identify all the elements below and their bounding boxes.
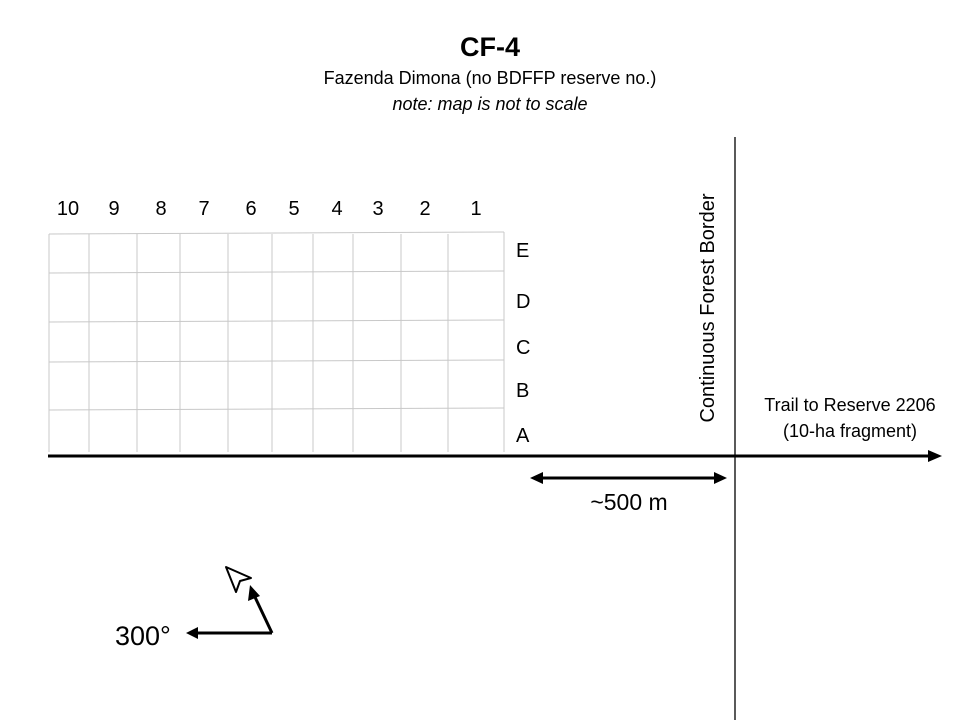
plot-grid xyxy=(48,231,505,452)
column-label: 5 xyxy=(288,198,299,220)
north-pointer-icon xyxy=(225,566,252,593)
column-label: 10 xyxy=(57,198,79,220)
column-label: 4 xyxy=(331,198,342,220)
grid-hline xyxy=(48,319,505,323)
distance-arrowhead-left xyxy=(530,472,543,484)
bearing-arrowhead-left xyxy=(186,627,198,639)
row-label: B xyxy=(516,380,529,402)
grid-hline xyxy=(48,231,505,235)
row-label: D xyxy=(516,291,530,313)
bearing-arrow-up xyxy=(252,594,274,634)
grid-hline xyxy=(48,407,505,411)
column-label: 6 xyxy=(245,198,256,220)
grid-hline xyxy=(48,359,505,363)
scale-note: note: map is not to scale xyxy=(392,94,587,114)
trail-label-line2: (10-ha fragment) xyxy=(783,421,917,441)
bearing-indicator xyxy=(186,566,274,639)
row-labels: E D C B A xyxy=(516,240,530,447)
distance-indicator xyxy=(530,472,727,484)
row-label: A xyxy=(516,425,530,447)
column-labels: 10 9 8 7 6 5 4 3 2 1 xyxy=(57,198,482,220)
bearing-label: 300° xyxy=(115,621,171,651)
column-label: 1 xyxy=(470,198,481,220)
forest-border-label: Continuous Forest Border xyxy=(697,193,719,422)
row-label: E xyxy=(516,240,529,262)
column-label: 8 xyxy=(155,198,166,220)
row-label: C xyxy=(516,337,530,359)
column-label: 2 xyxy=(419,198,430,220)
trail-arrowhead xyxy=(928,450,942,462)
distance-label: ~500 m xyxy=(590,489,667,515)
column-label: 9 xyxy=(108,198,119,220)
grid-hline xyxy=(48,270,505,274)
column-label: 7 xyxy=(198,198,209,220)
trail-label-line1: Trail to Reserve 2206 xyxy=(764,395,935,415)
column-label: 3 xyxy=(372,198,383,220)
bearing-arrowhead-up xyxy=(248,585,260,601)
map-subtitle: Fazenda Dimona (no BDFFP reserve no.) xyxy=(324,68,657,88)
distance-arrowhead-right xyxy=(714,472,727,484)
map-title: CF-4 xyxy=(460,32,520,62)
